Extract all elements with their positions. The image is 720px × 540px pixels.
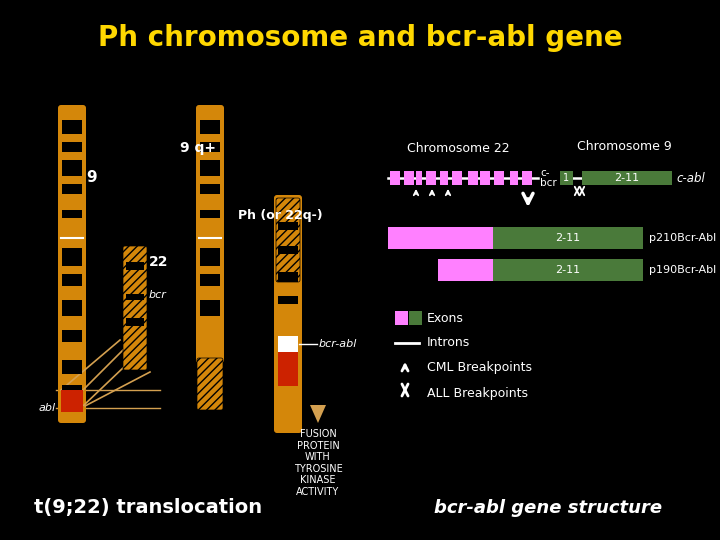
FancyBboxPatch shape: [123, 246, 147, 370]
Bar: [416, 171, 422, 185]
Text: 2-11: 2-11: [555, 233, 580, 243]
Bar: [468, 171, 478, 185]
FancyBboxPatch shape: [196, 105, 224, 363]
Bar: [440, 171, 448, 185]
Bar: [200, 184, 220, 194]
Text: CML Breakpoints: CML Breakpoints: [427, 361, 532, 375]
Bar: [62, 385, 82, 395]
Text: bcr: bcr: [540, 178, 557, 188]
Text: bcr-abl: bcr-abl: [319, 339, 357, 349]
Bar: [200, 120, 220, 134]
Text: ALL Breakpoints: ALL Breakpoints: [427, 387, 528, 400]
Bar: [200, 248, 220, 266]
Bar: [126, 294, 144, 300]
FancyBboxPatch shape: [276, 198, 300, 282]
Bar: [278, 296, 298, 304]
Text: c-abl: c-abl: [676, 172, 705, 185]
Bar: [62, 160, 82, 176]
Text: c-: c-: [540, 168, 549, 178]
Bar: [522, 171, 532, 185]
Bar: [62, 360, 82, 374]
Bar: [409, 311, 422, 325]
Text: FUSION
PROTEIN
WITH
TYROSINE
KINASE
ACTIVITY: FUSION PROTEIN WITH TYROSINE KINASE ACTI…: [294, 429, 343, 497]
Text: p190Bcr-Abl: p190Bcr-Abl: [649, 265, 716, 275]
Bar: [278, 370, 298, 386]
Text: 2-11: 2-11: [614, 173, 639, 183]
Bar: [426, 171, 436, 185]
Bar: [278, 222, 298, 230]
FancyBboxPatch shape: [274, 195, 302, 433]
Bar: [390, 171, 400, 185]
Bar: [62, 184, 82, 194]
Bar: [582, 171, 672, 185]
Text: abl: abl: [39, 403, 56, 413]
Text: 22: 22: [149, 255, 168, 269]
Bar: [278, 272, 298, 282]
Text: Chromosome 9: Chromosome 9: [577, 139, 671, 152]
Bar: [395, 311, 408, 325]
Text: Introns: Introns: [427, 336, 470, 349]
Bar: [62, 330, 82, 342]
Bar: [200, 142, 220, 152]
FancyBboxPatch shape: [58, 105, 86, 423]
Text: Exons: Exons: [427, 312, 464, 325]
Bar: [200, 160, 220, 176]
Bar: [493, 227, 643, 249]
Text: Chromosome 22: Chromosome 22: [407, 141, 509, 154]
Bar: [200, 300, 220, 316]
Text: 9 q+: 9 q+: [180, 141, 216, 155]
Bar: [200, 210, 220, 218]
Bar: [278, 336, 298, 352]
Text: Ph (or 22q-): Ph (or 22q-): [238, 208, 323, 221]
Bar: [494, 171, 504, 185]
Bar: [61, 390, 83, 412]
Bar: [278, 352, 298, 382]
Bar: [62, 300, 82, 316]
Bar: [126, 318, 144, 326]
Text: Ph chromosome and bcr-abl gene: Ph chromosome and bcr-abl gene: [98, 24, 622, 52]
Bar: [480, 171, 490, 185]
Text: bcr-abl gene structure: bcr-abl gene structure: [434, 499, 662, 517]
Bar: [200, 274, 220, 286]
FancyBboxPatch shape: [274, 375, 302, 425]
Bar: [278, 246, 298, 254]
FancyBboxPatch shape: [197, 358, 223, 410]
Bar: [510, 171, 518, 185]
Text: p210Bcr-Abl: p210Bcr-Abl: [649, 233, 716, 243]
Bar: [404, 171, 414, 185]
Bar: [452, 171, 462, 185]
Bar: [62, 210, 82, 218]
Bar: [62, 142, 82, 152]
Text: 1: 1: [564, 173, 570, 183]
Bar: [560, 171, 573, 185]
Bar: [62, 120, 82, 134]
Bar: [126, 262, 144, 270]
Text: bcr: bcr: [149, 290, 167, 300]
Bar: [388, 227, 493, 249]
Text: 9: 9: [86, 171, 96, 186]
Bar: [62, 248, 82, 266]
Bar: [493, 259, 643, 281]
FancyBboxPatch shape: [59, 406, 85, 422]
Text: 2-11: 2-11: [555, 265, 580, 275]
Bar: [62, 274, 82, 286]
Text: t(9;22) translocation: t(9;22) translocation: [34, 498, 262, 517]
Polygon shape: [310, 405, 326, 423]
Bar: [438, 259, 493, 281]
